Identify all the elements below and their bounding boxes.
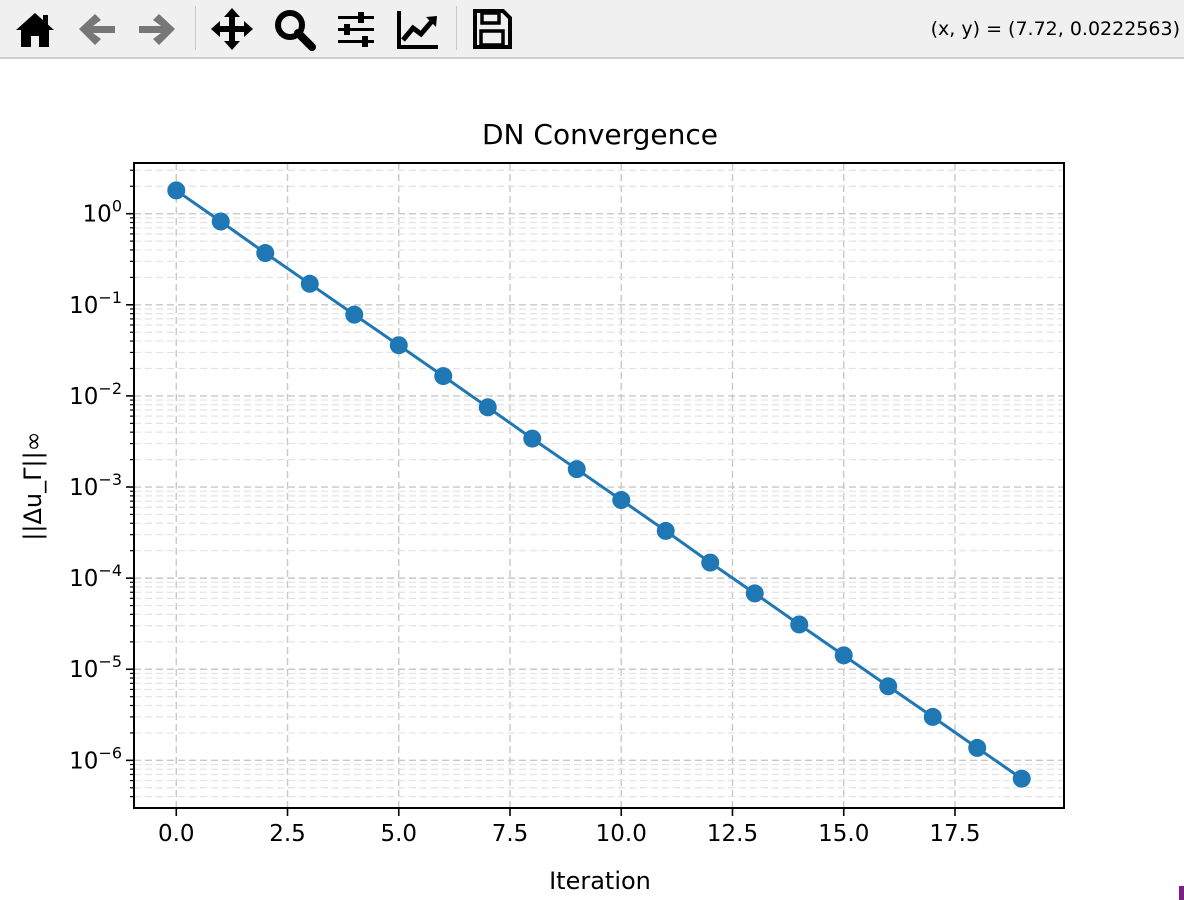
magnifier-icon <box>275 10 316 51</box>
coordinate-readout: (x, y) = (7.72, 0.0222563) <box>930 18 1180 40</box>
x-tick-label: 5.0 <box>380 821 417 847</box>
configure-subplots-button[interactable] <box>333 6 379 52</box>
y-tick-label: 10−6 <box>69 743 122 774</box>
data-point <box>211 212 230 231</box>
chart: DN Convergence Iteration ||Δu_Γ||∞ 0.0 2.… <box>19 118 1065 895</box>
data-point <box>968 738 987 757</box>
sliders-icon <box>338 12 374 47</box>
data-point <box>834 646 853 665</box>
data-point <box>790 615 809 634</box>
toolbar-separator <box>195 6 196 50</box>
y-tick-label: 10−3 <box>69 470 122 501</box>
x-tick-label: 17.5 <box>929 821 980 847</box>
data-point <box>656 521 675 540</box>
home-icon <box>16 13 54 47</box>
pan-button[interactable] <box>209 6 255 52</box>
forward-button[interactable] <box>134 6 180 52</box>
data-point <box>923 707 942 726</box>
y-tick-label: 10−5 <box>69 652 122 683</box>
data-point <box>612 491 631 510</box>
chart-title: DN Convergence <box>482 118 718 151</box>
data-point <box>389 336 408 355</box>
data-point <box>167 181 186 200</box>
x-tick-label: 10.0 <box>596 821 647 847</box>
data-point <box>567 460 586 479</box>
data-point <box>345 305 364 324</box>
y-axis-label: ||Δu_Γ||∞ <box>19 431 47 540</box>
window-corner-mark <box>1179 886 1184 900</box>
data-point <box>745 584 764 603</box>
edit-axes-button[interactable] <box>395 6 441 52</box>
toolbar-separator <box>456 6 457 50</box>
data-point <box>434 367 453 386</box>
save-button[interactable] <box>469 6 515 52</box>
axis-ticks: 0.0 2.5 5.0 7.5 10.0 12.5 15.0 17.5 100 10−1 10−2 1… <box>69 169 981 847</box>
arrow-left-icon <box>79 14 115 45</box>
data-point <box>300 274 319 293</box>
data-point <box>256 244 275 263</box>
back-button[interactable] <box>74 6 120 52</box>
x-tick-label: 15.0 <box>818 821 869 847</box>
y-tick-label: 100 <box>83 197 122 228</box>
series-line <box>175 189 1023 780</box>
x-tick-label: 0.0 <box>158 821 195 847</box>
x-axis-label: Iteration <box>549 867 651 895</box>
x-tick-label: 2.5 <box>269 821 306 847</box>
y-tick-label: 10−2 <box>69 379 122 410</box>
home-button[interactable] <box>12 6 58 52</box>
y-tick-label: 10−1 <box>69 288 122 319</box>
data-series <box>167 181 1031 788</box>
data-point <box>701 553 720 572</box>
data-point <box>1012 769 1031 788</box>
plot-frame <box>133 162 1065 809</box>
arrow-right-icon <box>139 14 175 45</box>
zoom-button[interactable] <box>271 6 317 52</box>
floppy-disk-icon <box>473 9 512 49</box>
x-tick-label: 7.5 <box>492 821 529 847</box>
grid <box>134 163 1064 808</box>
x-tick-label: 12.5 <box>707 821 758 847</box>
toolbar: (x, y) = (7.72, 0.0222563) <box>0 0 1184 59</box>
move-icon <box>211 8 253 50</box>
data-point <box>523 429 542 448</box>
data-point <box>478 398 497 417</box>
data-point <box>879 677 898 696</box>
line-chart-icon <box>397 11 438 49</box>
y-tick-label: 10−4 <box>69 561 122 592</box>
